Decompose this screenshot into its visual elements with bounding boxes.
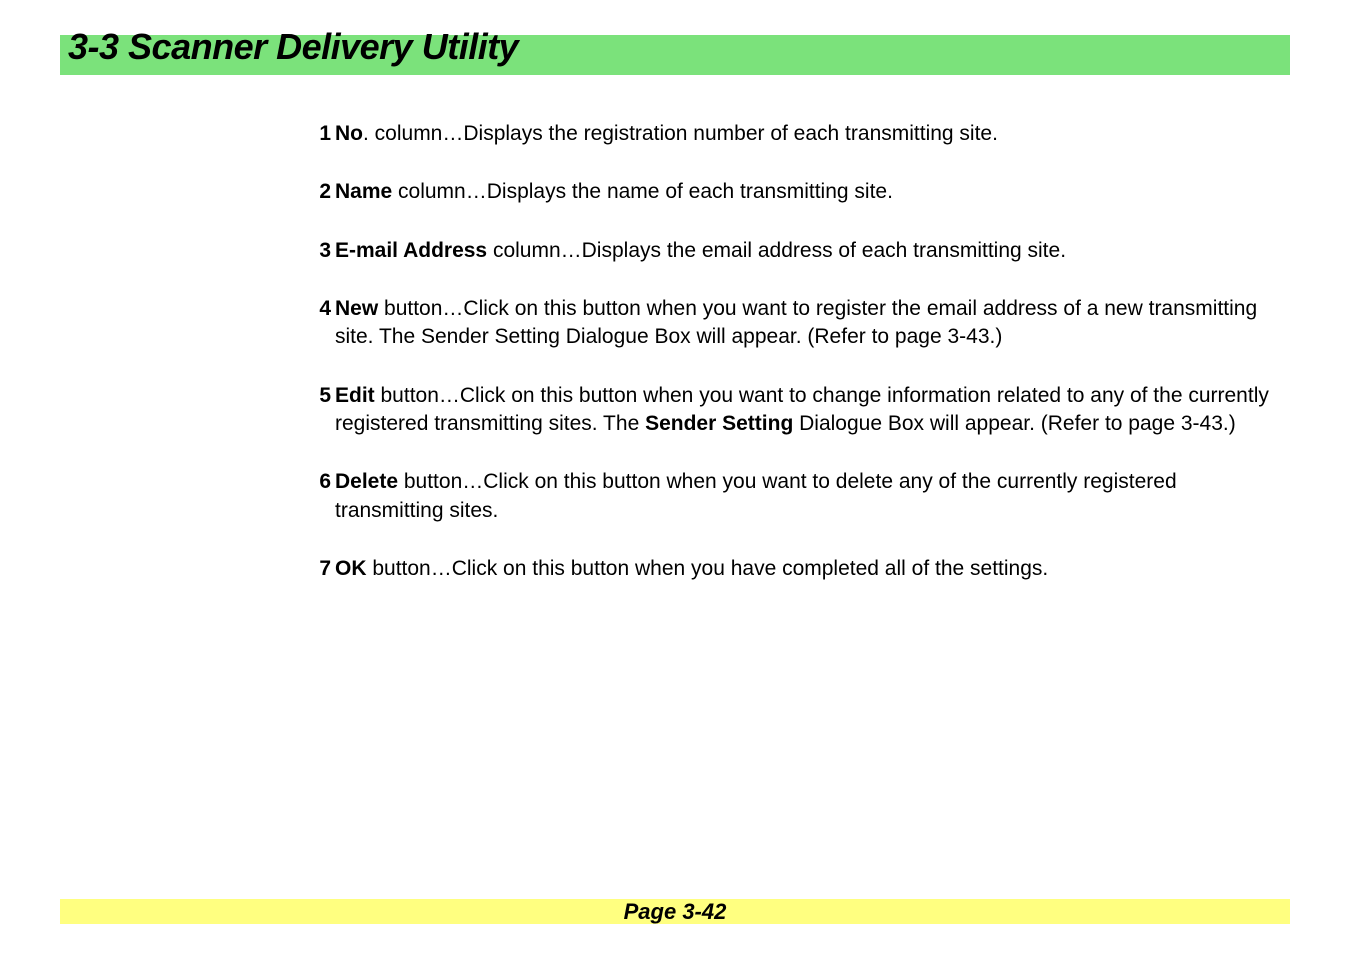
- item-number: 3: [305, 237, 335, 265]
- item-body: OK button…Click on this button when you …: [335, 555, 1283, 583]
- list-item: 2 Name column…Displays the name of each …: [305, 178, 1283, 206]
- item-body: No. column…Displays the registration num…: [335, 120, 1283, 148]
- list-item: 3 E-mail Address column…Displays the ema…: [305, 237, 1283, 265]
- item-number: 2: [305, 178, 335, 206]
- item-text: column…Displays the name of each transmi…: [392, 180, 893, 203]
- item-body: Name column…Displays the name of each tr…: [335, 178, 1283, 206]
- item-label: Edit: [335, 384, 375, 407]
- item-body: New button…Click on this button when you…: [335, 295, 1283, 352]
- item-number: 7: [305, 555, 335, 583]
- item-label: E-mail Address: [335, 239, 487, 262]
- item-number: 6: [305, 468, 335, 496]
- item-number: 5: [305, 382, 335, 410]
- item-number: 4: [305, 295, 335, 323]
- item-text: button…Click on this button when you wan…: [335, 297, 1257, 348]
- item-number: 1: [305, 120, 335, 148]
- item-text: . column…Displays the registration numbe…: [363, 122, 998, 145]
- content-list: 1 No. column…Displays the registration n…: [305, 120, 1283, 613]
- item-label: Name: [335, 180, 392, 203]
- item-text: column…Displays the email address of eac…: [487, 239, 1066, 262]
- section-heading: 3-3 Scanner Delivery Utility: [68, 26, 518, 68]
- item-inner-bold: Sender Setting: [645, 412, 793, 435]
- item-body: Delete button…Click on this button when …: [335, 468, 1283, 525]
- item-body: E-mail Address column…Displays the email…: [335, 237, 1283, 265]
- list-item: 5 Edit button…Click on this button when …: [305, 382, 1283, 439]
- item-label: Delete: [335, 470, 398, 493]
- list-item: 1 No. column…Displays the registration n…: [305, 120, 1283, 148]
- item-label: No: [335, 122, 363, 145]
- list-item: 4 New button…Click on this button when y…: [305, 295, 1283, 352]
- item-text-post: Dialogue Box will appear. (Refer to page…: [793, 412, 1235, 435]
- footer-bar: Page 3-42: [60, 899, 1290, 924]
- item-label: OK: [335, 557, 367, 580]
- item-text: button…Click on this button when you wan…: [335, 470, 1177, 521]
- item-text: button…Click on this button when you hav…: [367, 557, 1049, 580]
- item-body: Edit button…Click on this button when yo…: [335, 382, 1283, 439]
- page-number: Page 3-42: [624, 899, 727, 924]
- list-item: 7 OK button…Click on this button when yo…: [305, 555, 1283, 583]
- list-item: 6 Delete button…Click on this button whe…: [305, 468, 1283, 525]
- item-label: New: [335, 297, 378, 320]
